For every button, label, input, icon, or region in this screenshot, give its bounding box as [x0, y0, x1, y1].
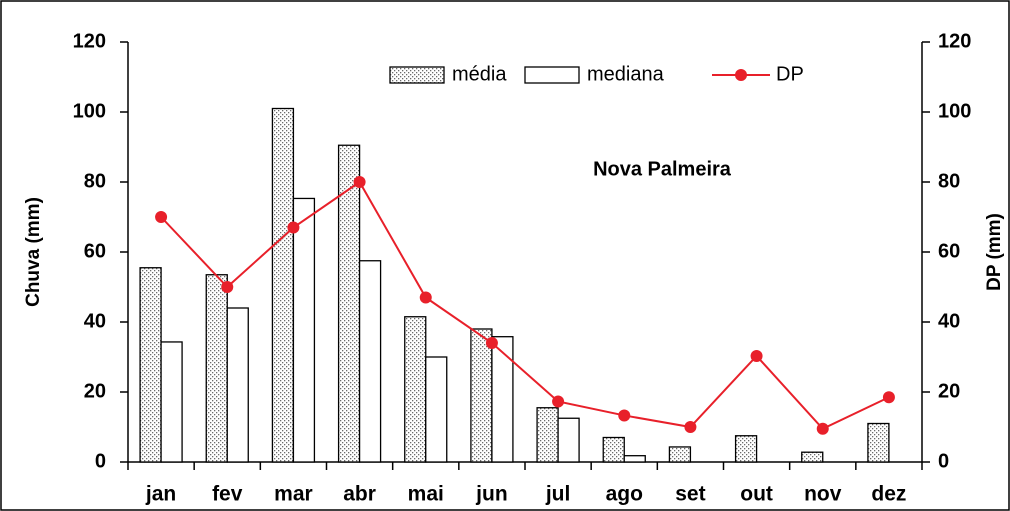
point — [684, 421, 697, 433]
bar — [801, 451, 824, 463]
bar — [491, 336, 514, 463]
point — [419, 291, 432, 304]
point — [287, 221, 300, 234]
y2-tick-label: 80 — [938, 170, 960, 192]
y2-axis-label: DP (mm) — [984, 213, 1005, 291]
y2-tick-label: 40 — [938, 310, 960, 332]
bar — [205, 274, 228, 463]
legend-label: média — [452, 63, 507, 85]
point — [155, 211, 168, 223]
x-tick-label: jan — [145, 483, 176, 506]
point — [485, 337, 498, 349]
y-tick-label: 120 — [73, 30, 106, 52]
bar — [602, 436, 625, 463]
legend-label: mediana — [587, 63, 665, 85]
point — [353, 176, 366, 188]
x-tick-label: jul — [545, 483, 571, 506]
point — [221, 281, 234, 293]
point — [552, 395, 565, 408]
bar — [867, 422, 890, 463]
x-tick-label: jun — [475, 483, 508, 506]
line — [160, 180, 890, 430]
x-tick-label: dez — [871, 483, 906, 506]
bar — [337, 144, 361, 463]
y-tick-label: 0 — [95, 450, 106, 472]
y-tick-label: 100 — [73, 100, 106, 122]
bar — [292, 197, 316, 463]
legend-label: DP — [776, 63, 804, 85]
bar — [425, 356, 448, 463]
y-tick-label: 80 — [84, 170, 106, 192]
y-tick-label: 60 — [84, 240, 106, 262]
bar — [536, 407, 559, 463]
x-tick-label: set — [675, 483, 705, 506]
x-tick-label: abr — [343, 483, 376, 506]
x-tick-label: mar — [274, 483, 313, 506]
bar — [734, 435, 758, 463]
y2-tick-label: 120 — [938, 30, 971, 52]
bar — [271, 107, 295, 463]
annotation: Nova Palmeira — [593, 158, 732, 180]
y-axis-label: Chuva (mm) — [23, 197, 44, 307]
x-tick-label: mai — [408, 483, 444, 506]
bar — [358, 260, 382, 463]
bar — [557, 417, 580, 463]
y2-tick-label: 0 — [938, 450, 949, 472]
point — [816, 422, 829, 435]
y-tick-label: 20 — [84, 380, 106, 402]
bar — [623, 455, 646, 463]
x-tick-label: fev — [212, 483, 243, 506]
bar — [160, 341, 183, 463]
point — [618, 409, 631, 422]
legend-swatch — [735, 69, 747, 81]
bar — [404, 316, 427, 463]
y2-tick-label: 20 — [938, 380, 960, 402]
legend-swatch — [389, 66, 445, 84]
legend-swatch — [524, 66, 580, 84]
y-tick-label: 40 — [84, 310, 106, 332]
x-tick-label: nov — [804, 483, 842, 506]
bar — [470, 328, 493, 463]
bar — [226, 307, 249, 463]
x-tick-label: ago — [606, 483, 643, 506]
x-tick-label: out — [740, 483, 773, 506]
point — [750, 349, 763, 362]
y2-tick-label: 60 — [938, 240, 960, 262]
point — [882, 391, 895, 404]
bar — [139, 267, 162, 463]
bar — [668, 446, 692, 463]
y2-tick-label: 100 — [938, 100, 971, 122]
